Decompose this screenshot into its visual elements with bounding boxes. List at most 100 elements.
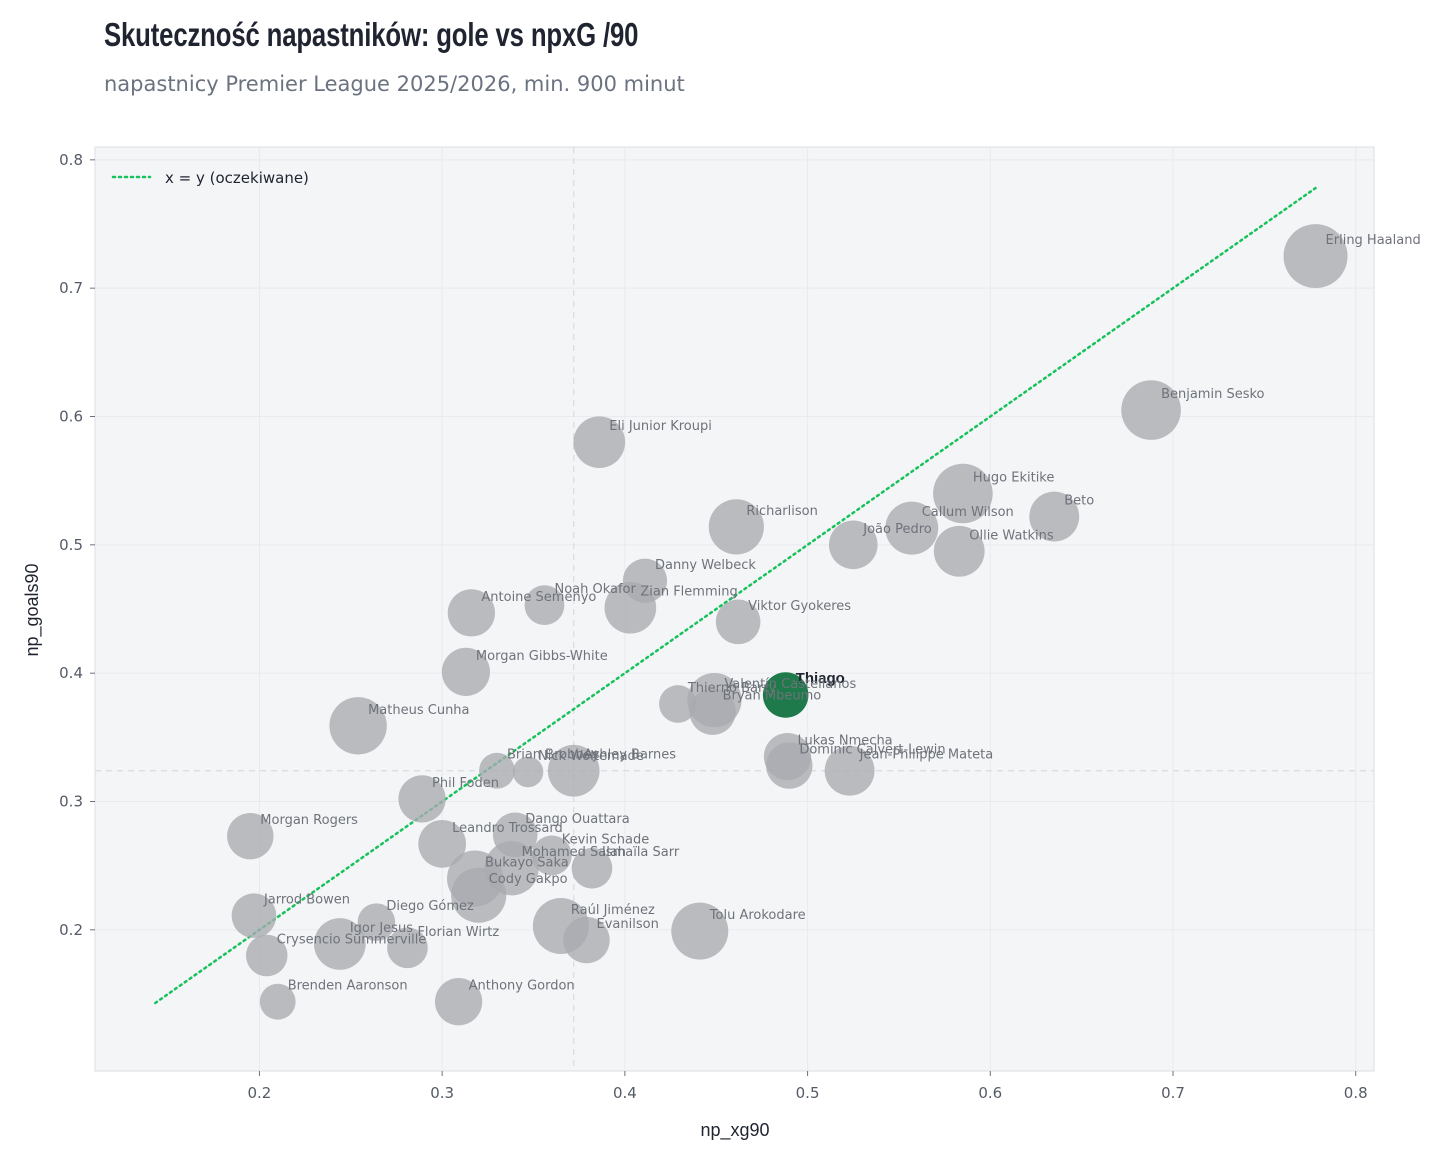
bubble (357, 903, 396, 941)
point-label: Cody Gakpo (489, 872, 568, 887)
point-label: Florian Wirtz (417, 925, 499, 940)
bubble (547, 744, 600, 797)
point-label: Evanilson (597, 917, 659, 932)
reference-line-group (154, 186, 1317, 1005)
bubble (329, 697, 387, 755)
y-tick-label: 0.8 (59, 151, 83, 169)
point-label: Brenden Aaronson (288, 979, 408, 994)
y-tick-label: 0.3 (59, 793, 83, 811)
y-axis-label: np_goals90 (22, 563, 43, 656)
y-tick-label: 0.6 (59, 408, 83, 426)
point-label: Zian Flemming (640, 585, 737, 600)
chart-title: Skuteczność napastników: gole vs npxG /9… (104, 16, 639, 53)
point-label: Brian Brobbey (507, 748, 600, 763)
bubble (434, 978, 483, 1026)
bubble (492, 812, 538, 858)
point-label: Richarlison (746, 504, 818, 519)
point-label: Eli Junior Kroupi (609, 419, 712, 434)
bubble (708, 499, 764, 555)
x-tick-label: 0.3 (430, 1084, 454, 1102)
point-label: Leandro Trossard (452, 821, 563, 836)
reference-line (154, 186, 1317, 1005)
x-tick-label: 0.2 (248, 1084, 272, 1102)
point-label: Dango Ouattara (525, 812, 629, 827)
point-label: Matheus Cunha (368, 703, 469, 718)
bubble (671, 902, 729, 960)
point-label: Jarrod Bowen (263, 893, 350, 908)
bubble (313, 918, 366, 970)
point-label: Callum Wilson (922, 505, 1014, 520)
bubble (512, 756, 544, 788)
bubble (231, 893, 277, 939)
point-label: Ollie Watkins (969, 528, 1054, 543)
point-label: Erling Haaland (1326, 233, 1421, 248)
point-label: Nick Woltemade (538, 749, 644, 764)
bubble (479, 752, 515, 789)
y-tick-label: 0.2 (59, 921, 83, 939)
bubble (933, 525, 985, 577)
bubble (824, 745, 875, 796)
point-label: Dominic Calvert-Lewin (799, 743, 945, 758)
bubble (531, 835, 572, 876)
y-tick-label: 0.5 (59, 536, 83, 554)
point-label: Noah Okafor (554, 582, 636, 597)
point-label: Diego Gómez (386, 899, 474, 914)
bubble (1029, 491, 1080, 542)
bubble (571, 847, 613, 889)
point-label: Jean-Philippe Mateta (859, 748, 994, 763)
bubble (418, 819, 467, 868)
bubble (447, 589, 496, 637)
highlight-bubble (762, 672, 809, 718)
point-label: Lukas Nmecha (797, 734, 892, 749)
legend-label: x = y (oczekiwane) (165, 169, 309, 187)
point-label: Hugo Ekitike (973, 471, 1054, 486)
bubble (622, 558, 668, 603)
bubble (387, 927, 428, 969)
bubble (1283, 224, 1348, 289)
point-label: Bryan Mbeumo (723, 689, 822, 704)
x-tick-label: 0.6 (978, 1084, 1002, 1102)
bubble (715, 599, 761, 645)
bubbles-layer (227, 224, 1348, 1026)
x-tick-label: 0.5 (796, 1084, 820, 1102)
bubble (1121, 380, 1181, 440)
bubble (441, 647, 490, 696)
point-label: Morgan Rogers (260, 813, 358, 828)
legend: x = y (oczekiwane) (111, 169, 309, 187)
point-label: Danny Welbeck (655, 558, 756, 573)
point-label: Bukayo Saka (485, 856, 569, 871)
x-axis-label: np_xg90 (700, 1120, 769, 1141)
bubble (766, 742, 813, 789)
point-label: Thierno Barry (687, 681, 777, 696)
point-label: Anthony Gordon (469, 979, 575, 994)
point-label: Ashley Barnes (584, 748, 677, 763)
y-tick-label: 0.4 (59, 664, 83, 682)
point-label: Crysencio Summerville (277, 933, 427, 948)
bubble (689, 688, 736, 735)
point-label: Antoine Semenyo (481, 590, 596, 605)
bubble (563, 916, 610, 964)
point-labels-layer: Erling Haaland Benjamin Sesko Eli Junior K… (260, 233, 1420, 994)
bubble (227, 812, 274, 860)
bubble (885, 501, 939, 555)
point-label: Kevin Schade (562, 832, 649, 847)
x-tick-label: 0.8 (1344, 1084, 1368, 1102)
point-label: Mohamed Salah (522, 845, 626, 860)
point-label: Viktor Gyokeres (748, 599, 851, 614)
bubble (259, 983, 296, 1020)
point-label: Morgan Gibbs-White (476, 649, 608, 664)
point-label: João Pedro (862, 522, 932, 537)
y-tick-label: 0.7 (59, 279, 83, 297)
point-label: Ismaïla Sarr (602, 845, 680, 860)
bubble (245, 934, 288, 977)
bubble (828, 520, 878, 570)
point-label: Igor Jesus (350, 921, 413, 936)
bubble (524, 585, 565, 626)
x-tick-label: 0.7 (1161, 1084, 1185, 1102)
axes-layer: 0.2 0.3 0.4 0.5 0.6 0.7 0.8 0.2 0.3 0.4 0.5 0.6 0.7 0… (59, 151, 1368, 1102)
point-label: Beto (1064, 494, 1094, 509)
point-label: Raúl Jiménez (571, 903, 655, 918)
bubble (933, 463, 993, 524)
bubble (398, 775, 446, 823)
